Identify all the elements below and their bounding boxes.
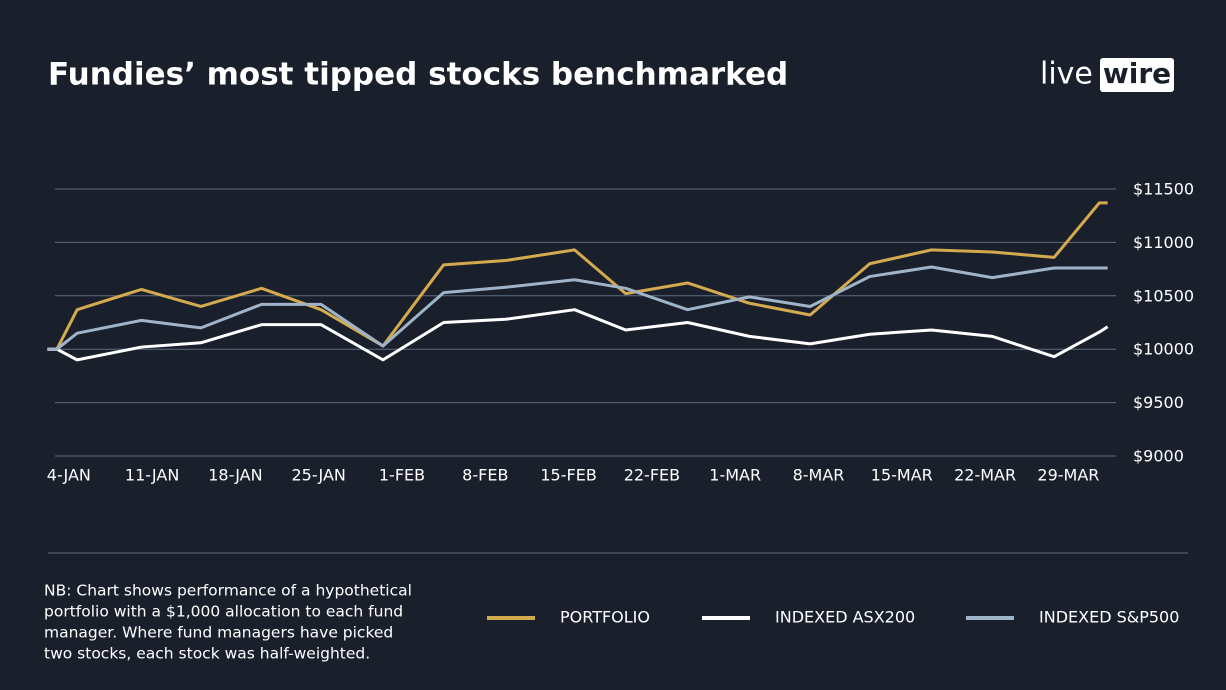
y-tick-label: $10500 — [1133, 286, 1194, 305]
x-tick-label: 29-MAR — [1037, 466, 1099, 485]
y-tick-label: $11000 — [1133, 233, 1194, 252]
note: manager. Where fund managers have picked — [44, 624, 393, 642]
x-tick-label: 8-MAR — [793, 466, 845, 485]
legend-label: INDEXED ASX200 — [775, 608, 915, 627]
legend-label: INDEXED S&P500 — [1039, 608, 1179, 627]
chart-title: Fundies’ most tipped stocks benchmarked — [48, 57, 788, 93]
note: NB: Chart shows performance of a hypothe… — [44, 582, 412, 600]
y-tick-label: $9000 — [1133, 447, 1184, 466]
x-tick-label: 15-FEB — [540, 466, 596, 485]
x-tick-label: 8-FEB — [462, 466, 508, 485]
series-line — [47, 265, 1108, 351]
y-tick-label: $11500 — [1133, 180, 1194, 199]
x-tick-label: 1-MAR — [709, 466, 761, 485]
series-line — [47, 308, 1109, 362]
x-tick-label: 25-JAN — [292, 466, 346, 485]
x-tick-label: 22-FEB — [624, 466, 680, 485]
legend-label: PORTFOLIO — [560, 608, 650, 627]
x-tick-label: 1-FEB — [379, 466, 425, 485]
logo-left: live — [1040, 57, 1093, 92]
note: portfolio with a $1,000 allocation to ea… — [44, 603, 403, 621]
y-tick-label: $10000 — [1133, 340, 1194, 359]
note: two stocks, each stock was half-weighted… — [44, 645, 370, 663]
y-tick-label: $9500 — [1133, 393, 1184, 412]
logo: live wire — [1040, 57, 1174, 92]
x-tick-label: 18-JAN — [208, 466, 262, 485]
logo-right: wire — [1103, 57, 1171, 90]
logo-box — [1100, 58, 1174, 92]
x-tick-label: 4-JAN — [47, 466, 91, 485]
x-tick-label: 22-MAR — [954, 466, 1016, 485]
x-tick-label: 11-JAN — [125, 466, 179, 485]
series-line — [47, 201, 1108, 351]
x-tick-label: 15-MAR — [871, 466, 933, 485]
